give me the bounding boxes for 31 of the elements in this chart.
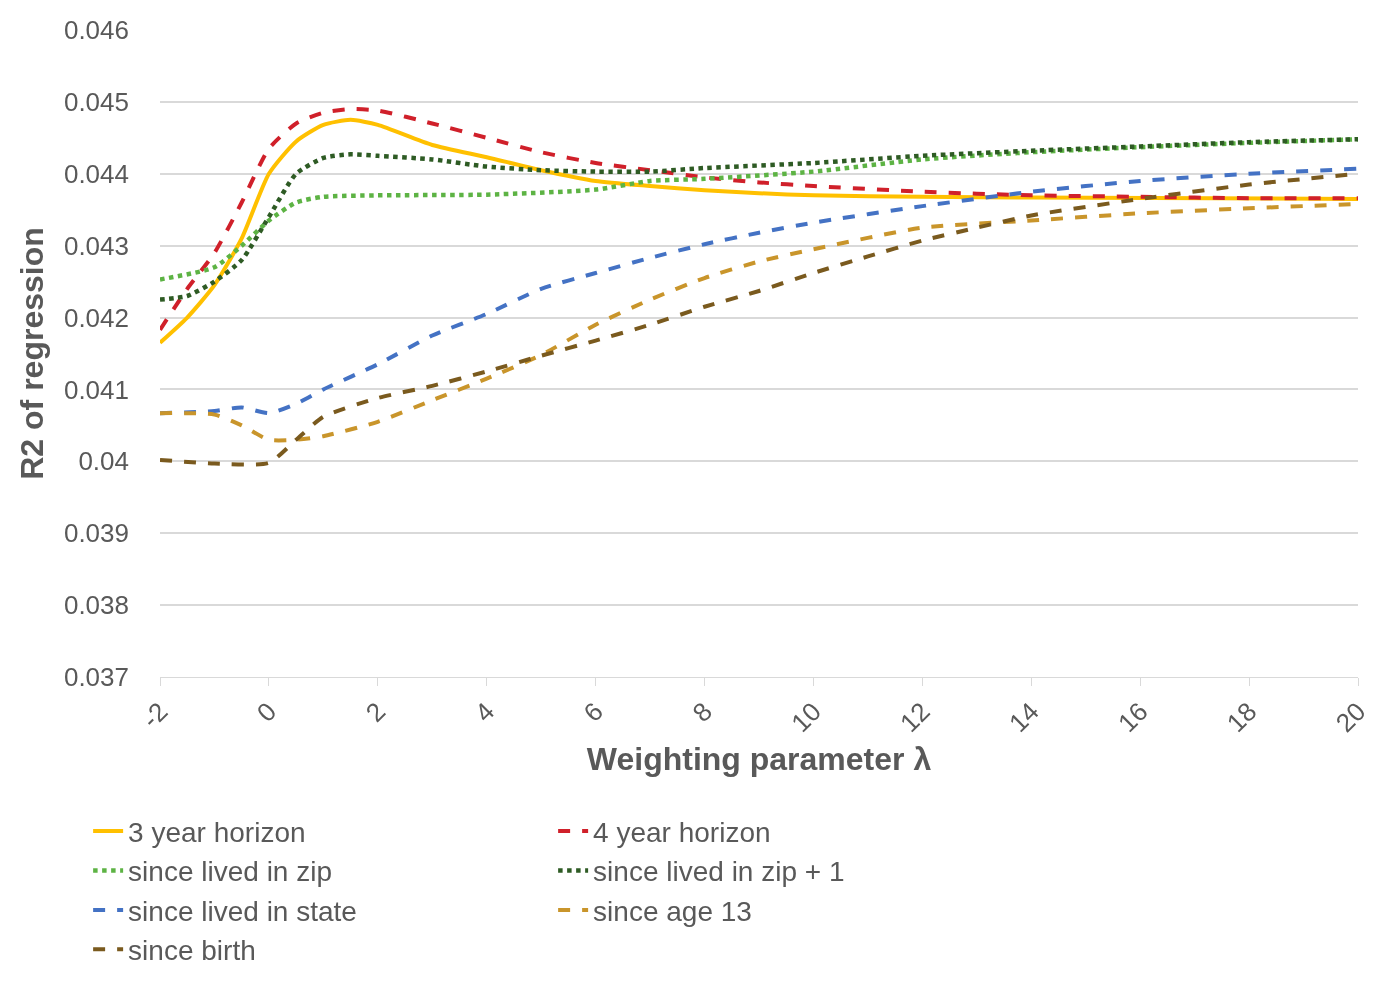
x-tick-label: -2 bbox=[135, 696, 174, 734]
y-tick-label: 0.044 bbox=[63, 158, 129, 189]
x-tick-label: 12 bbox=[894, 696, 936, 739]
y-tick-label: 0.039 bbox=[63, 518, 129, 549]
x-tick-label: 6 bbox=[577, 696, 610, 728]
y-tick-label: 0.045 bbox=[63, 86, 129, 117]
legend-label: 4 year horizon bbox=[593, 817, 771, 849]
x-tick-label: 16 bbox=[1111, 696, 1154, 739]
y-tick-label: 0.042 bbox=[63, 302, 129, 333]
x-tick-label: 8 bbox=[686, 696, 718, 728]
y-tick-label: 0.043 bbox=[63, 230, 129, 261]
legend-label: since birth bbox=[128, 935, 256, 967]
x-tick-label: 0 bbox=[250, 696, 283, 728]
y-tick-label: 0.046 bbox=[63, 15, 129, 46]
x-tick-label: 14 bbox=[1003, 696, 1045, 739]
x-tick-label: 2 bbox=[359, 696, 392, 728]
y-tick-label: 0.037 bbox=[63, 662, 129, 693]
y-tick-label: 0.038 bbox=[63, 590, 129, 621]
legend-label: since lived in zip + 1 bbox=[593, 856, 845, 888]
legend-label: 3 year horizon bbox=[128, 817, 306, 849]
x-tick-label: 10 bbox=[785, 696, 827, 739]
x-axis-title: Weighting parameter λ bbox=[586, 740, 932, 777]
x-tick-label: 20 bbox=[1329, 696, 1372, 739]
legend-label: since lived in state bbox=[128, 895, 357, 927]
y-axis-title: R2 of regression bbox=[14, 227, 51, 480]
y-tick-label: 0.04 bbox=[78, 446, 129, 477]
x-tick-label: 4 bbox=[468, 696, 501, 728]
legend-label: since lived in zip bbox=[128, 856, 332, 888]
legend-label: since age 13 bbox=[593, 895, 752, 927]
x-tick-label: 18 bbox=[1220, 696, 1263, 739]
y-tick-label: 0.041 bbox=[63, 374, 129, 405]
